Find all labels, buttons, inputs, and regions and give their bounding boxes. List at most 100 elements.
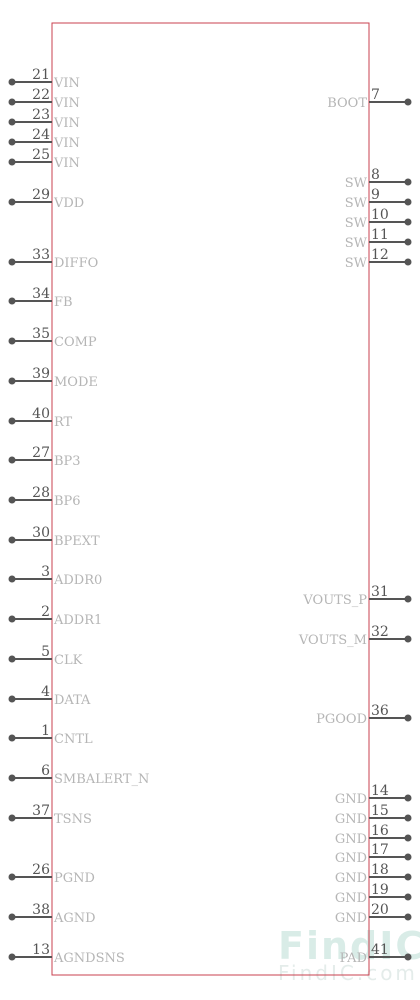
pin-label: GND: [335, 891, 367, 906]
pin-end-dot: [8, 158, 16, 166]
pin-number: 4: [41, 684, 50, 700]
pin-14: 14 GND: [335, 783, 412, 807]
pin-end-dot: [8, 456, 16, 464]
pin-16: 16 GND: [335, 823, 412, 847]
pin-label: CLK: [54, 653, 83, 668]
pin-label: FB: [54, 295, 73, 310]
pin-label: VOUTS_P: [302, 593, 367, 608]
pin-end-dot: [8, 873, 16, 881]
pin-end-dot: [8, 118, 16, 126]
pin-label: ADDR0: [53, 573, 102, 588]
pin-4: 4 DATA: [8, 684, 91, 708]
pin-26: 26 PGND: [8, 862, 95, 886]
pin-number: 24: [32, 127, 50, 143]
pin-20: 20 GND: [335, 902, 412, 926]
pin-7: 7 BOOT: [327, 87, 412, 111]
pin-end-dot: [8, 496, 16, 504]
pin-end-dot: [404, 853, 412, 861]
pin-label: BP3: [54, 454, 81, 469]
pin-9: 9SW: [345, 187, 412, 211]
pin-15: 15 GND: [335, 803, 412, 827]
right-pin-group: 7BOOT8SW9SW10SW11SW12SW31VOUTS_P32VOUTS_…: [298, 87, 412, 966]
pin-end-dot: [404, 238, 412, 246]
pin-label: SW: [345, 196, 368, 211]
pin-number: 12: [371, 247, 389, 263]
pin-number: 40: [32, 406, 50, 422]
pin-end-dot: [404, 913, 412, 921]
pin-end-dot: [404, 178, 412, 186]
pin-number: 23: [32, 107, 50, 123]
pin-label: BP6: [54, 494, 81, 509]
pin-label: VDD: [53, 196, 84, 211]
pin-number: 25: [32, 147, 50, 163]
pin-number: 29: [32, 187, 50, 203]
pin-number: 3: [41, 564, 50, 580]
pin-end-dot: [404, 258, 412, 266]
pin-label: MODE: [54, 375, 98, 390]
pin-label: BPEXT: [54, 534, 100, 549]
pin-number: 35: [32, 326, 50, 342]
pin-number: 18: [371, 862, 389, 878]
pin-label: VIN: [53, 96, 80, 111]
pin-label: GND: [335, 832, 367, 847]
pin-27: 27 BP3: [8, 445, 81, 469]
pin-label: RT: [54, 415, 73, 430]
pin-number: 15: [371, 803, 389, 819]
pin-label: VOUTS_M: [298, 633, 367, 648]
findic-watermark: FindIC FindIC.com: [278, 924, 420, 985]
pin-label: AGNDSNS: [53, 951, 125, 966]
pin-end-dot: [404, 893, 412, 901]
pin-19: 19 GND: [335, 882, 412, 906]
pin-end-dot: [404, 595, 412, 603]
pin-end-dot: [8, 337, 16, 345]
watermark-logo: FindIC: [278, 924, 420, 968]
pin-number: 2: [41, 604, 50, 620]
pin-label: CNTL: [54, 732, 93, 747]
pin-label: PGND: [54, 871, 95, 886]
pin-label: DATA: [54, 693, 91, 708]
pin-label: SW: [345, 256, 368, 271]
pin-end-dot: [8, 695, 16, 703]
pin-1: 1 CNTL: [8, 723, 93, 747]
pin-8: 8SW: [345, 167, 412, 191]
pin-number: 6: [41, 763, 50, 779]
pin-label: SW: [345, 236, 368, 251]
pin-number: 34: [32, 286, 50, 302]
pin-end-dot: [404, 834, 412, 842]
pin-label: DIFFO: [54, 256, 98, 271]
pin-number: 33: [32, 247, 50, 263]
pin-end-dot: [8, 536, 16, 544]
pin-label: PAD: [340, 951, 367, 966]
pin-end-dot: [8, 377, 16, 385]
pin-label: VIN: [53, 136, 80, 151]
pin-33: 33 DIFFO: [8, 247, 98, 271]
pin-number: 11: [371, 227, 389, 243]
pin-end-dot: [8, 78, 16, 86]
pin-number: 28: [32, 485, 50, 501]
pin-41: 41 PAD: [340, 942, 412, 966]
pin-number: 13: [32, 942, 50, 958]
pin-number: 31: [371, 584, 389, 600]
pin-number: 36: [371, 703, 389, 719]
pin-number: 39: [32, 366, 50, 382]
pin-end-dot: [8, 297, 16, 305]
pin-18: 18 GND: [335, 862, 412, 886]
pin-end-dot: [8, 198, 16, 206]
pin-label: BOOT: [327, 96, 367, 111]
pin-end-dot: [404, 814, 412, 822]
pin-number: 7: [371, 87, 380, 103]
left-pin-group: 21VIN22VIN23VIN24VIN25VIN29VDD33DIFFO34F…: [8, 67, 149, 966]
pin-label: SMBALERT_N: [54, 772, 149, 787]
pin-17: 17 GND: [335, 842, 412, 866]
pin-label: GND: [335, 792, 367, 807]
pin-end-dot: [8, 615, 16, 623]
pin-label: COMP: [54, 335, 97, 350]
pin-number: 9: [371, 187, 380, 203]
pin-number: 16: [371, 823, 389, 839]
